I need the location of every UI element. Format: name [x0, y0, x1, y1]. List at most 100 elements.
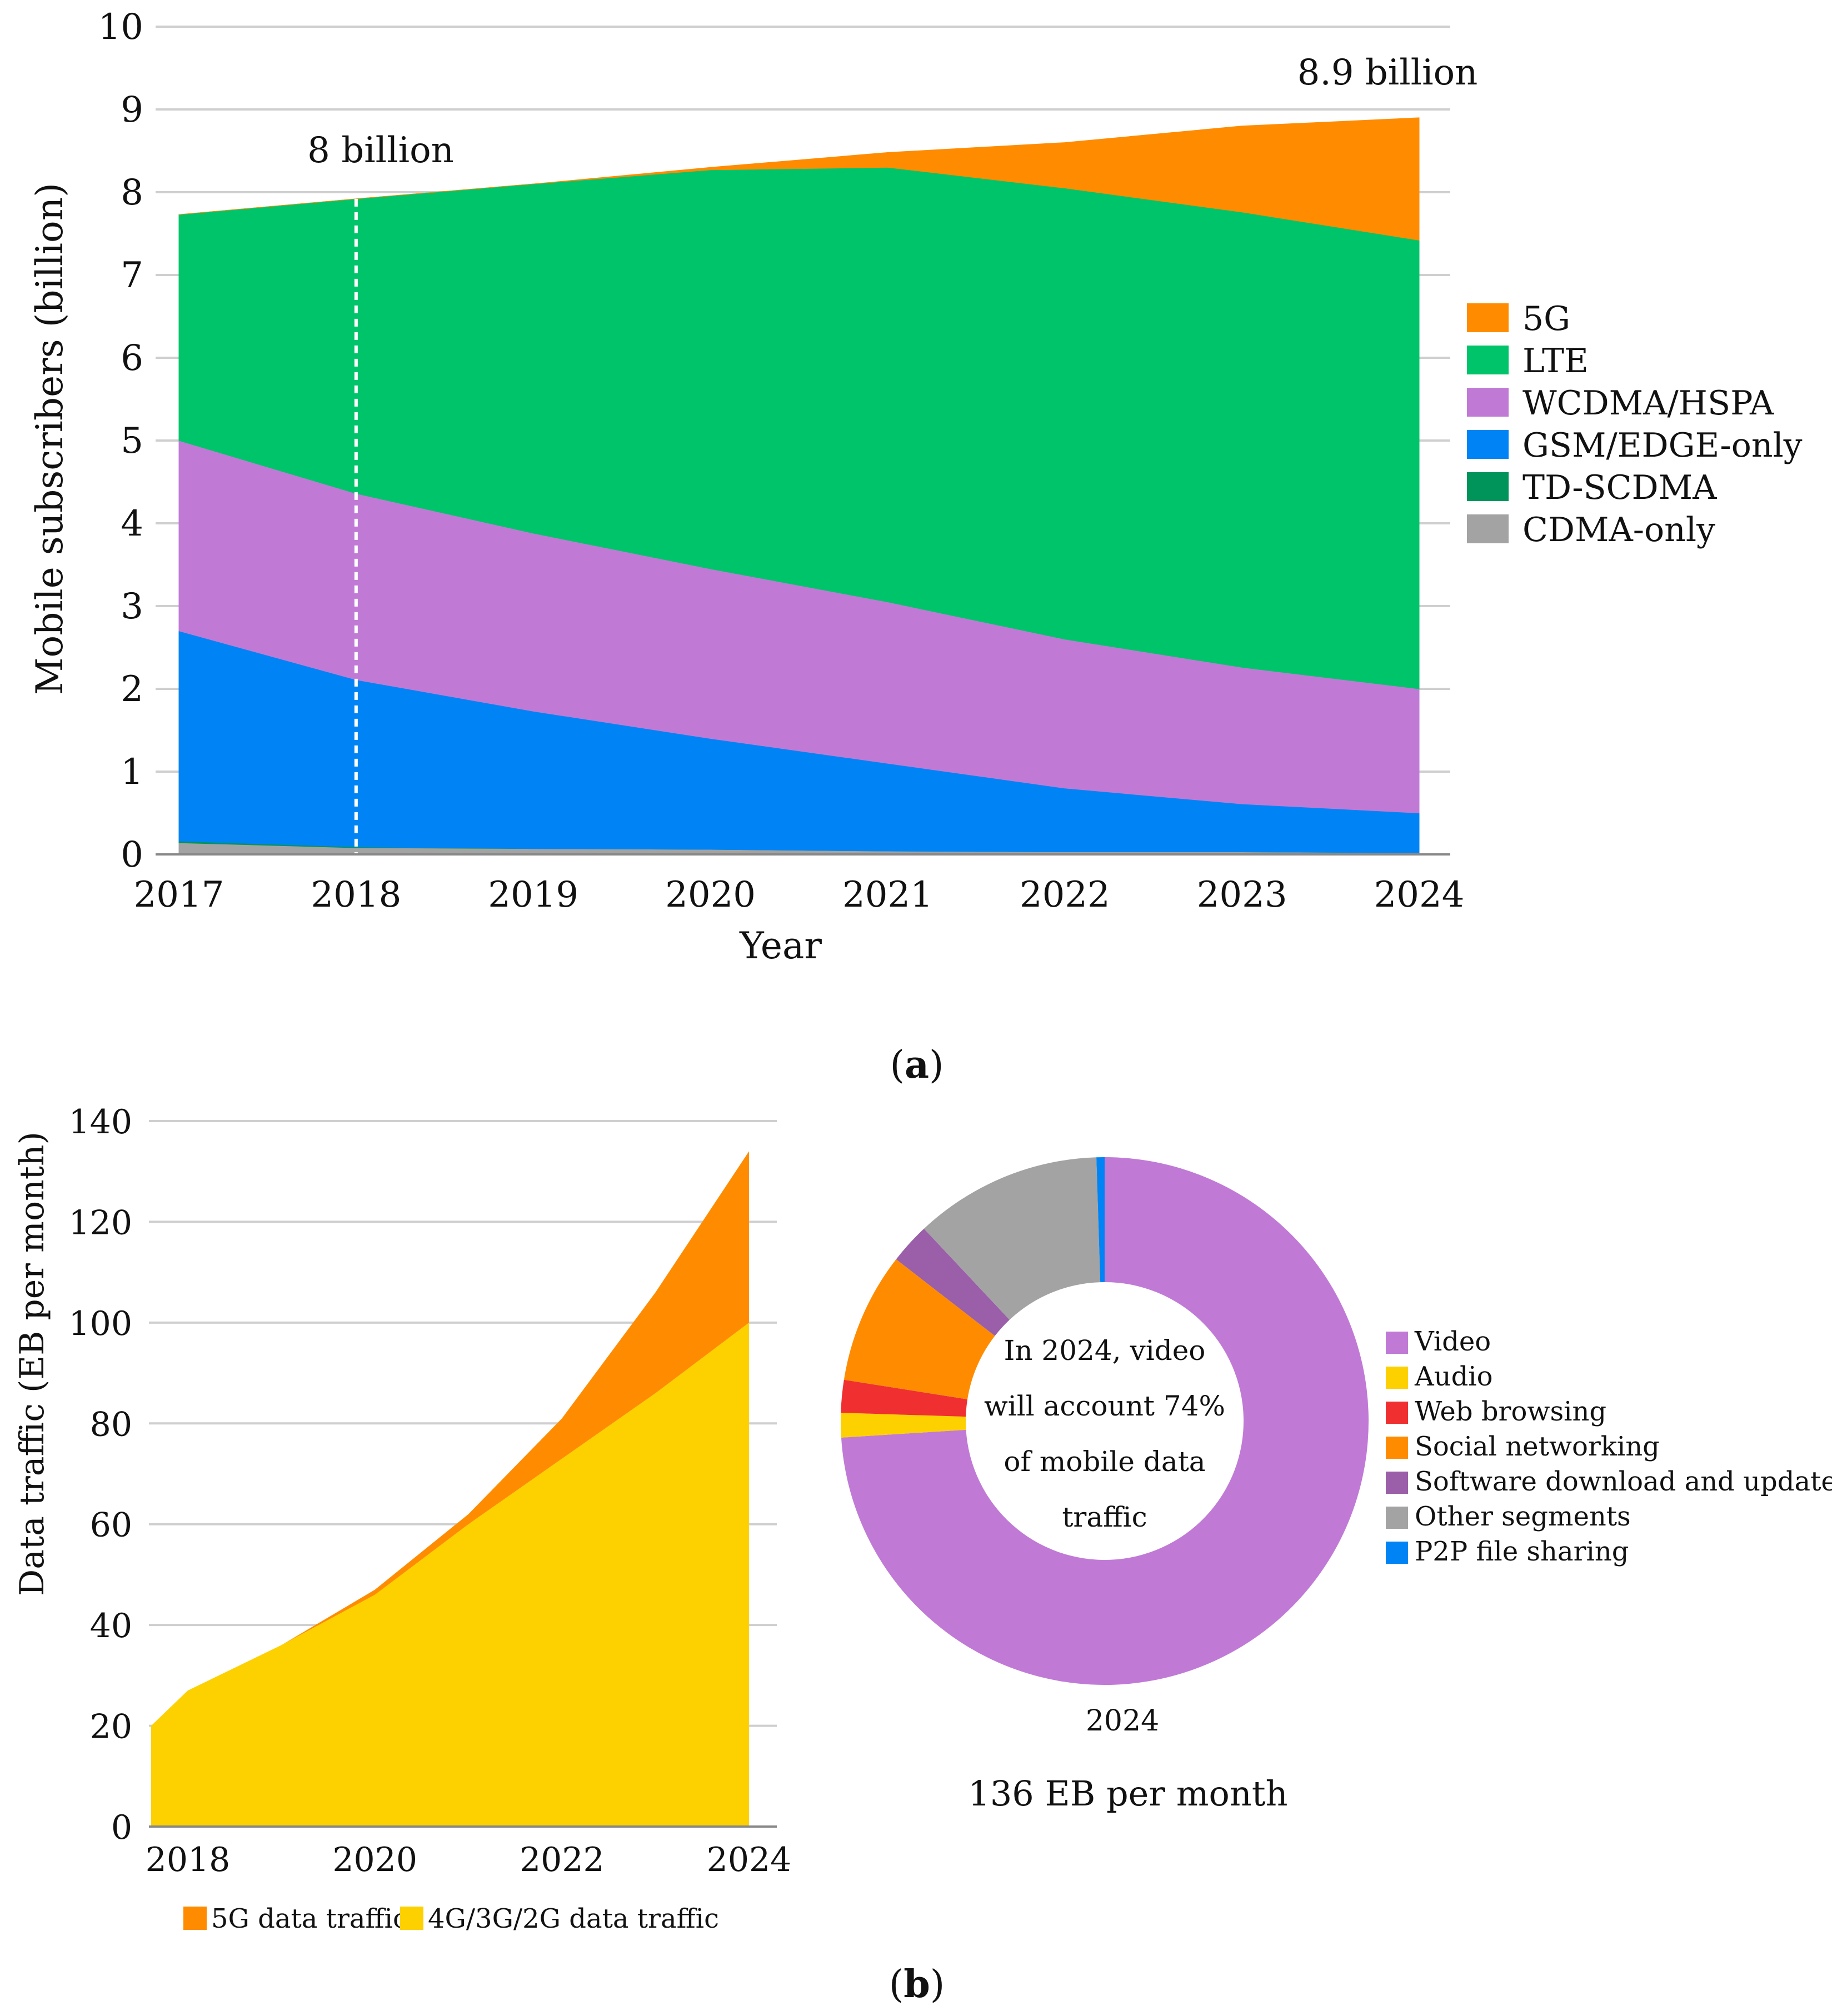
- a-y-tick-label: 9: [121, 89, 143, 131]
- b-x-tick-label: 2024: [707, 1840, 792, 1879]
- c-legend-swatch-social: [1386, 1437, 1408, 1459]
- c-legend-swatch-web: [1386, 1402, 1408, 1424]
- a-y-tick-label: 2: [121, 669, 143, 710]
- a-y-tick-label: 8: [121, 172, 143, 213]
- b-y-tick-label: 20: [90, 1708, 132, 1747]
- b-panel-paren-close: ): [930, 1963, 945, 2007]
- donut-slice-web: [841, 1379, 968, 1417]
- donut-slice-video: [841, 1157, 1369, 1685]
- donut-year-label: 2024: [1086, 1704, 1159, 1738]
- a-legend-label-gsm: GSM/EDGE-only: [1522, 426, 1803, 465]
- donut-total-label: 136 EB per month: [968, 1773, 1287, 1814]
- video-share-donut-chart: In 2024, video will account 74% of mobile …: [841, 1157, 1832, 1814]
- a-x-tick-label: 2023: [1197, 874, 1287, 916]
- a-x-tick-label: 2018: [311, 874, 401, 916]
- b-y-axis-label: Data traffic (EB per month): [13, 1132, 52, 1596]
- a-y-tick-label: 1: [121, 752, 143, 793]
- b-y-tick-label: 80: [90, 1405, 132, 1444]
- donut-center-line: In 2024, video: [1004, 1334, 1206, 1367]
- a-y-axis-label: Mobile subscribers (billion): [28, 183, 71, 695]
- a-legend-swatch-lte: [1467, 346, 1509, 374]
- a-x-tick-label: 2019: [488, 874, 578, 916]
- a-x-axis-label: Year: [739, 924, 822, 967]
- a-legend-swatch-gsm: [1467, 430, 1509, 459]
- c-legend-label-social: Social networking: [1415, 1431, 1660, 1462]
- a-legend-swatch-tdscdma: [1467, 472, 1509, 501]
- c-slices: [841, 1157, 1369, 1685]
- a-legend-label-lte: LTE: [1522, 342, 1589, 381]
- a-panel-paren-open: (: [890, 1043, 905, 1087]
- b-legend-swatch-5g: [183, 1907, 207, 1930]
- b-legend-label-legacy_traffic: 4G/3G/2G data traffic: [428, 1903, 719, 1934]
- a-legend-swatch-wcdma: [1467, 388, 1509, 417]
- a-x-tick-label: 2024: [1374, 874, 1465, 916]
- a-legend-swatch-5g: [1467, 303, 1509, 332]
- b-x-tick-label: 2020: [332, 1840, 417, 1879]
- a-x-tick-label: 2022: [1020, 874, 1110, 916]
- a-y-tick-label: 0: [121, 834, 143, 876]
- a-y-tick-label: 4: [121, 503, 143, 544]
- c-legend-swatch-video: [1386, 1332, 1408, 1354]
- a-legend-label-wcdma: WCDMA/HSPA: [1522, 384, 1774, 423]
- a-area-5g: [178, 117, 1420, 241]
- donut-slice-software: [896, 1228, 1010, 1336]
- a-annotation-8-billion: 8 billion: [307, 130, 454, 171]
- a-x-tick-label: 2020: [665, 874, 756, 916]
- data-traffic-area-chart: 0 20 40 60 80 100 120 140 2018 2020 2022 2024 Data …: [13, 1103, 791, 1934]
- c-legend-swatch-other: [1386, 1507, 1408, 1529]
- b-legend-swatch-legacy_traffic: [400, 1907, 423, 1930]
- a-panel-paren-close: ): [929, 1043, 944, 1087]
- b-y-tick-label: 60: [90, 1506, 132, 1545]
- a-x-tick-label: 2017: [134, 874, 224, 916]
- c-legend-swatch-p2p: [1386, 1542, 1408, 1564]
- panel-label-a: (a): [890, 1043, 944, 1087]
- a-y-tick-label: 3: [121, 586, 143, 627]
- donut-slice-p2p: [1096, 1157, 1105, 1283]
- a-x-tick-label: 2021: [842, 874, 933, 916]
- donut-center-line: of mobile data: [1004, 1445, 1205, 1478]
- donut-slice-audio: [841, 1413, 966, 1438]
- b-panel-letter: b: [903, 1962, 930, 2007]
- panel-label-b: (b): [889, 1962, 945, 2007]
- donut-center-text: In 2024, video will account 74% of mobile …: [984, 1334, 1225, 1533]
- donut-center-line: will account 74%: [984, 1390, 1225, 1422]
- subscribers-area-chart: 0 1 2 3 4 5 6 7 8 9 10 2017 2018 2019 2020 2021 2022 2023…: [28, 7, 1803, 1087]
- a-y-tick-label: 5: [121, 421, 143, 462]
- c-legend-swatch-audio: [1386, 1367, 1408, 1389]
- a-y-tick-label: 10: [98, 7, 143, 48]
- b-x-tick-label: 2022: [520, 1840, 605, 1879]
- b-legend-label-5g: 5G data traffic: [211, 1903, 408, 1934]
- b-y-tick-label: 100: [68, 1304, 132, 1343]
- b-tick-labels: 0 20 40 60 80 100 120 140 2018 2020 2022 2024: [68, 1103, 791, 1879]
- c-legend-swatch-software: [1386, 1472, 1408, 1494]
- a-panel-letter: a: [905, 1043, 929, 1087]
- c-legend: Video Audio Web browsing Social networking S…: [1386, 1326, 1832, 1567]
- b-legend: 5G data traffic 4G/3G/2G data traffic: [183, 1903, 719, 1934]
- b-panel-paren-open: (: [889, 1963, 904, 2007]
- b-x-tick-label: 2018: [146, 1840, 231, 1879]
- a-y-tick-label: 7: [121, 255, 143, 296]
- a-areas: [178, 117, 1420, 855]
- c-legend-label-video: Video: [1414, 1326, 1491, 1357]
- b-y-tick-label: 140: [68, 1103, 132, 1142]
- c-legend-label-other: Other segments: [1415, 1501, 1631, 1532]
- b-area-legacy_traffic: [151, 1322, 749, 1827]
- c-legend-label-web: Web browsing: [1415, 1396, 1606, 1427]
- c-legend-label-p2p: P2P file sharing: [1415, 1536, 1629, 1567]
- b-y-tick-label: 40: [90, 1607, 132, 1645]
- a-legend-label-tdscdma: TD-SCDMA: [1522, 468, 1717, 507]
- a-legend-label-5g: 5G: [1522, 299, 1570, 338]
- b-areas: [151, 1151, 749, 1827]
- c-legend-label-audio: Audio: [1414, 1361, 1493, 1392]
- a-legend-swatch-cdma: [1467, 514, 1509, 543]
- b-y-tick-label: 120: [68, 1203, 132, 1242]
- donut-slice-social: [843, 1259, 995, 1399]
- b-y-tick-label: 0: [111, 1808, 132, 1847]
- donut-center-line: traffic: [1062, 1501, 1147, 1533]
- a-legend-label-cdma: CDMA-only: [1522, 511, 1715, 549]
- a-y-tick-label: 6: [121, 338, 143, 379]
- a-annotation-8-9-billion: 8.9 billion: [1297, 52, 1478, 93]
- c-legend-label-software: Software download and update: [1415, 1466, 1832, 1497]
